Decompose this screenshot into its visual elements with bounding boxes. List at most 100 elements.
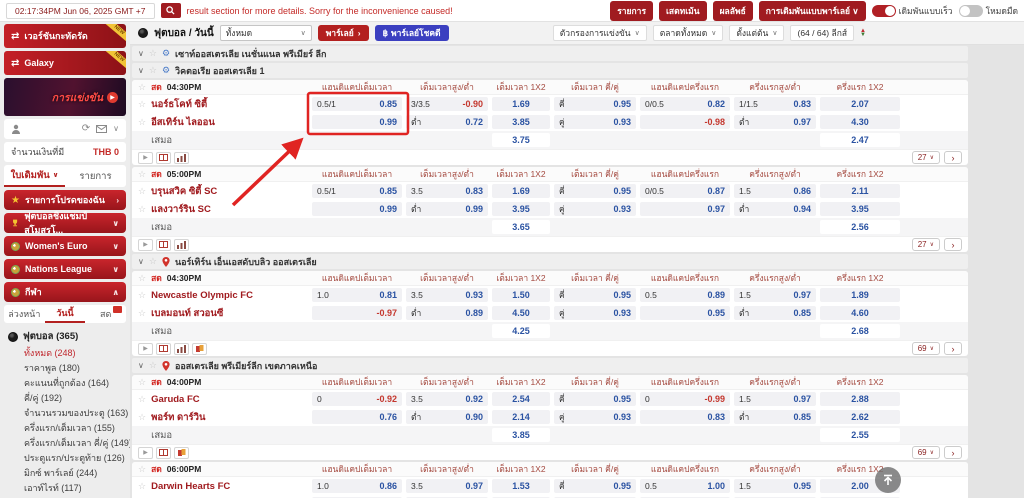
odds-cell[interactable]: 2.47 xyxy=(820,133,900,147)
odds-cell[interactable]: 1.53 xyxy=(492,479,550,493)
user-panel[interactable]: ⟳ ∨ xyxy=(4,119,126,139)
odds-cell[interactable]: 4.30 xyxy=(820,115,900,129)
odds-cell[interactable]: 1.89 xyxy=(820,288,900,302)
odds-cell[interactable]: 3.85 xyxy=(492,428,550,442)
sort-arrows-icon[interactable]: ▲ ▼ xyxy=(860,28,866,38)
star-icon[interactable]: ☆ xyxy=(148,360,157,370)
star-icon[interactable]: ☆ xyxy=(138,185,147,196)
odds-cell[interactable]: 2.07 xyxy=(820,97,900,111)
sort-filter-dropdown[interactable]: ตั้งแต่ต้น ∨ xyxy=(729,25,785,41)
odds-cell[interactable]: 3.65 xyxy=(492,220,550,234)
team-name[interactable]: Newcastle Olympic FC xyxy=(151,289,253,301)
odds-cell[interactable]: -0.98 xyxy=(640,115,730,129)
chevron-down-icon[interactable]: ∨ xyxy=(113,124,119,133)
pitch-icon[interactable] xyxy=(156,446,171,459)
pitch-icon[interactable] xyxy=(156,238,171,251)
league-header[interactable]: ∨ ☆ ออสเตรเลีย พรีเมียร์ลีก เขตภาคเหนือ xyxy=(132,358,968,373)
odds-cell[interactable]: ต่ำ 0.85 xyxy=(734,306,816,320)
team-name[interactable]: เสมอ xyxy=(151,221,173,233)
odds-cell[interactable]: 2.88 xyxy=(820,392,900,406)
team-name[interactable]: เสมอ xyxy=(151,325,173,337)
odds-cell[interactable]: 2.68 xyxy=(820,324,900,338)
parlay-button[interactable]: พาร์เลย์ › xyxy=(317,25,369,41)
odds-cell[interactable]: 2.55 xyxy=(820,428,900,442)
market-filter-item[interactable]: ทั้งหมด (248) xyxy=(24,348,76,358)
odds-cell[interactable]: ต่ำ 0.72 xyxy=(406,115,488,129)
odds-cell[interactable]: คี่ 0.95 xyxy=(554,479,636,493)
compact-version-banner[interactable]: ⇄ เวอร์ชันกะทัดรัด NEW xyxy=(4,24,126,48)
team-name[interactable]: Garuda FC xyxy=(151,393,200,405)
market-filter-item[interactable]: คี่/คู่ (192) xyxy=(24,393,63,403)
next-page-button[interactable]: › xyxy=(944,151,962,164)
lucky-parlay-button[interactable]: ฿ พาร์เลย์โชคดี xyxy=(374,25,449,41)
pitch-icon[interactable] xyxy=(156,342,171,355)
odds-cell[interactable]: ต่ำ 0.97 xyxy=(734,115,816,129)
market-filter-item[interactable]: ราคาพูล (180) xyxy=(24,363,80,373)
sidebar-item-favorites[interactable]: ★ รายการโปรดของฉัน › xyxy=(4,190,126,210)
league-header[interactable]: ∨ ☆ นอร์เทิร์น เอ็นเอสดับบลิว ออสเตรเลีย xyxy=(132,254,968,269)
team-name[interactable]: พอร์ท ดาร์วิน xyxy=(151,411,206,423)
odds-cell[interactable]: 0.99 xyxy=(312,202,402,216)
market-filter-item[interactable]: มิกซ์ พาร์เลย์ (244) xyxy=(24,468,98,478)
tab-list[interactable]: รายการ xyxy=(79,170,112,182)
odds-cell[interactable]: คู่ 0.93 xyxy=(554,115,636,129)
refresh-icon[interactable]: ⟳ xyxy=(81,123,91,134)
odds-cell[interactable]: 2.56 xyxy=(820,220,900,234)
odds-cell[interactable]: 2.14 xyxy=(492,410,550,424)
team-name[interactable]: เบลมอนท์ สวอนซี xyxy=(151,307,224,319)
mail-icon[interactable] xyxy=(96,125,108,133)
team-name[interactable]: อีสเทิร์น ไลออน xyxy=(151,116,215,128)
star-icon[interactable]: ☆ xyxy=(138,168,147,179)
star-icon[interactable]: ☆ xyxy=(148,256,157,266)
parlay-betting-button[interactable]: การเดิมพันแบบพาร์เลย์ ∨ xyxy=(758,0,866,21)
odds-cell[interactable]: 3.5 0.97 xyxy=(406,479,488,493)
sidebar-item-sports[interactable]: กีฬา ∧ xyxy=(4,282,126,302)
odds-cell[interactable]: 2.54 xyxy=(492,392,550,406)
odds-cell[interactable]: 3.5 0.93 xyxy=(406,288,488,302)
odds-cell[interactable]: 3.5 0.92 xyxy=(406,392,488,406)
promo-banner[interactable]: การแข่งขัน ▶ xyxy=(4,78,126,116)
odds-cell[interactable]: ต่ำ 0.99 xyxy=(406,202,488,216)
odds-cell[interactable]: ต่ำ 0.89 xyxy=(406,306,488,320)
odds-cell[interactable]: 1.69 xyxy=(492,97,550,111)
market-filter-dropdown[interactable]: ตลาดทั้งหมด ∨ xyxy=(652,25,724,41)
star-icon[interactable]: ☆ xyxy=(138,463,147,474)
odds-cell[interactable]: 3.75 xyxy=(492,133,550,147)
odds-cell[interactable]: 4.25 xyxy=(492,324,550,338)
star-icon[interactable]: ☆ xyxy=(138,116,147,127)
stats-icon[interactable] xyxy=(174,151,189,164)
odds-cell[interactable]: ต่ำ 0.85 xyxy=(734,410,816,424)
pitch-icon[interactable] xyxy=(156,151,171,164)
odds-cell[interactable]: 4.50 xyxy=(492,306,550,320)
sidebar-item-nations-league[interactable]: Nations League ∨ xyxy=(4,259,126,279)
odds-cell[interactable]: 1.50 xyxy=(492,288,550,302)
team-name[interactable]: บรุนสวิค ซิตี้ SC xyxy=(151,185,218,197)
chevron-down-icon[interactable]: ∨ xyxy=(138,49,144,58)
odds-cell[interactable]: คู่ 0.93 xyxy=(554,410,636,424)
odds-cell[interactable]: 0/0.5 0.82 xyxy=(640,97,730,111)
next-page-button[interactable]: › xyxy=(944,446,962,459)
play-icon[interactable]: ▶ xyxy=(138,238,153,251)
team-name[interactable]: นอร์ธโคท์ ซิตี้ xyxy=(151,98,208,110)
odds-cell[interactable]: 0.83 xyxy=(640,410,730,424)
odds-cell[interactable]: 1.5 0.86 xyxy=(734,184,816,198)
star-icon[interactable]: ☆ xyxy=(138,272,147,283)
odds-cell[interactable]: ต่ำ 0.94 xyxy=(734,202,816,216)
star-icon[interactable]: ☆ xyxy=(138,81,147,92)
odds-cell[interactable]: คี่ 0.95 xyxy=(554,184,636,198)
cards-icon[interactable] xyxy=(192,342,207,355)
odds-cell[interactable]: คู่ 0.93 xyxy=(554,306,636,320)
odds-cell[interactable]: 0.76 xyxy=(312,410,402,424)
odds-cell[interactable]: 0.99 xyxy=(312,115,402,129)
odds-cell[interactable]: 0.95 xyxy=(640,306,730,320)
odds-cell[interactable]: 1.0 0.81 xyxy=(312,288,402,302)
odds-cell[interactable]: 3.5 0.83 xyxy=(406,184,488,198)
play-icon[interactable]: ▶ xyxy=(138,446,153,459)
statement-button[interactable]: เสตทเม้น xyxy=(659,0,707,21)
next-page-button[interactable]: › xyxy=(944,238,962,251)
market-filter-item[interactable]: ครึ่งแรก/เต็มเวลา คี่/คู่ (149) xyxy=(24,438,130,448)
star-icon[interactable]: ☆ xyxy=(138,289,147,300)
star-icon[interactable]: ☆ xyxy=(138,98,147,109)
chevron-down-icon[interactable]: ∨ xyxy=(138,66,144,75)
tab-betslip[interactable]: ใบเดิมพัน ∨ xyxy=(4,165,65,187)
